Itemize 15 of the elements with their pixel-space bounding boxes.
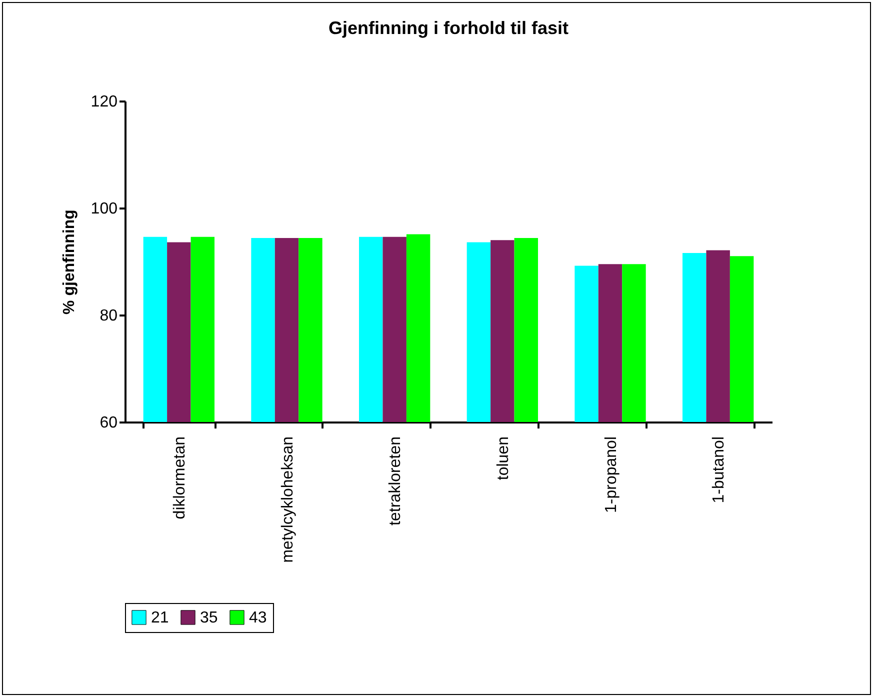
y-axis-title: % gjenfinning	[60, 210, 78, 314]
y-tick-label: 60	[100, 414, 118, 432]
legend-label: 35	[200, 609, 218, 626]
chart-title: Gjenfinning i forhold til fasit	[328, 18, 568, 38]
y-tick-label: 80	[100, 308, 118, 324]
y-tick-label: 120	[90, 94, 118, 110]
y-tick-label: 100	[90, 200, 118, 218]
x-tick-label: toluen	[494, 436, 512, 480]
x-tick-label: diklormetan	[171, 436, 188, 520]
x-tick-label: metylcykloheksan	[279, 436, 296, 563]
legend-label: 43	[249, 609, 267, 626]
x-tick-label: tetrakloreten	[387, 436, 404, 526]
x-tick-label: 1-butanol	[710, 436, 728, 504]
x-tick-label: 1-propanol	[602, 436, 620, 513]
legend-label: 21	[151, 609, 169, 626]
